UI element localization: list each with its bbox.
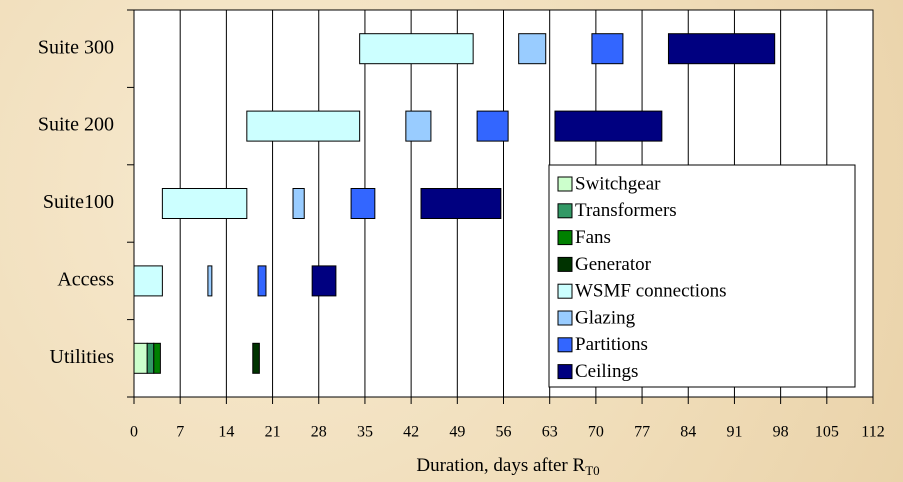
- bar: [292, 188, 305, 219]
- axes: 0 7 14 21 28 35 42 49 56 63 70 77 84 91 98 105 112 Utilit…: [38, 9, 885, 441]
- y-tick-label: Access: [57, 268, 114, 290]
- x-tick-label: 98: [773, 424, 789, 441]
- x-tick-label: 35: [357, 424, 373, 441]
- bar: [133, 265, 163, 297]
- legend-label: Glazing: [575, 307, 636, 328]
- bar: [591, 33, 624, 65]
- legend-label: Transformers: [575, 200, 677, 221]
- x-tick-label: 49: [449, 424, 465, 441]
- legend-label: Partitions: [575, 334, 648, 355]
- legend-swatch: [557, 203, 573, 219]
- x-tick-label: 84: [680, 424, 696, 441]
- x-tick-label: 14: [218, 424, 234, 441]
- x-tick-label: 77: [634, 424, 650, 441]
- bar: [667, 33, 776, 65]
- bar: [350, 188, 376, 219]
- bar: [161, 188, 248, 219]
- bars: [133, 33, 776, 374]
- bar: [311, 265, 337, 297]
- x-tick-label: 7: [176, 424, 184, 441]
- bar: [420, 188, 502, 219]
- bar: [405, 110, 432, 142]
- bar: [153, 342, 161, 374]
- x-tick-label: 70: [588, 424, 604, 441]
- bar: [476, 110, 509, 142]
- legend-label: Ceilings: [575, 361, 638, 382]
- x-tick-label: 56: [496, 424, 512, 441]
- legend-swatch: [557, 256, 573, 272]
- bar: [554, 110, 663, 142]
- bar: [207, 265, 213, 297]
- x-axis-label-sub: T0: [585, 463, 599, 478]
- legend-swatch: [557, 310, 573, 326]
- x-tick-label: 63: [542, 424, 558, 441]
- x-tick-label: 105: [815, 424, 839, 441]
- legend: Switchgear Transformers Fans Generator WSMF …: [548, 164, 856, 388]
- bar: [359, 33, 474, 65]
- bar: [252, 342, 260, 374]
- y-tick-label: Utilities: [50, 346, 115, 368]
- y-tick-label: Suite100: [43, 191, 114, 213]
- bar: [246, 110, 361, 142]
- legend-box: [548, 164, 856, 388]
- y-tick-label: Suite 300: [38, 36, 114, 58]
- legend-label: Generator: [575, 254, 652, 275]
- legend-swatch: [557, 337, 573, 353]
- bar: [133, 342, 148, 374]
- bar: [518, 33, 547, 65]
- x-tick-label: 42: [403, 424, 419, 441]
- legend-label: Switchgear: [575, 173, 661, 194]
- legend-label: Fans: [575, 227, 611, 248]
- x-tick-label: 28: [311, 424, 327, 441]
- legend-swatch: [557, 230, 573, 246]
- bar: [146, 342, 155, 374]
- bar: [257, 265, 267, 297]
- legend-swatch: [557, 283, 573, 299]
- x-axis-label-main: Duration, days after R: [416, 455, 585, 476]
- x-tick-label: 91: [726, 424, 742, 441]
- legend-swatch: [557, 364, 573, 380]
- legend-swatch: [557, 176, 573, 192]
- x-tick-label: 0: [130, 424, 138, 441]
- x-tick-label: 112: [861, 424, 884, 441]
- x-axis-label: Duration, days after RT0: [416, 455, 599, 478]
- x-tick-label: 21: [265, 424, 281, 441]
- legend-label: WSMF connections: [575, 281, 726, 302]
- y-tick-label: Suite 200: [38, 114, 114, 136]
